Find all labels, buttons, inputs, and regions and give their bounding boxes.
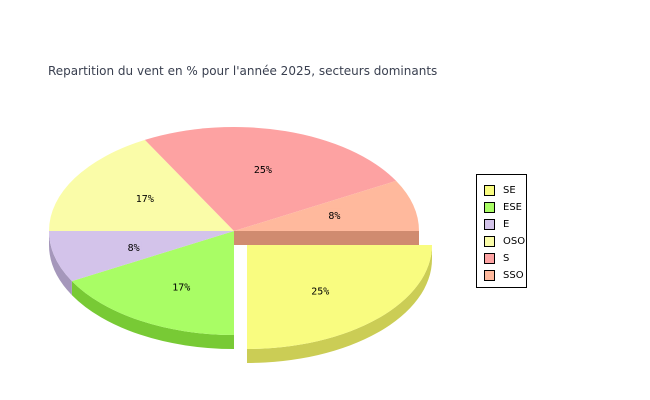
data-label-S: 25% — [252, 163, 274, 176]
slice-OSO — [49, 139, 234, 231]
pie-labels: 17% 8% 17% 25% 8% 25% — [126, 163, 342, 298]
slice-side-SE — [247, 245, 432, 363]
slice-side-E — [49, 231, 72, 296]
data-label-text: 8% — [128, 243, 140, 254]
data-label-text: 25% — [311, 287, 329, 298]
slice-E — [49, 231, 234, 282]
data-label-bg — [326, 208, 342, 221]
legend-swatch — [484, 219, 495, 230]
slice-cut-SSO — [234, 231, 419, 245]
chart-title: Repartition du vent en % pour l'année 20… — [48, 64, 438, 78]
data-label-bg — [126, 241, 142, 254]
legend-label: E — [503, 219, 510, 230]
slice-SE — [247, 245, 432, 349]
legend-label: OSO — [503, 236, 526, 247]
data-label-SSO: 8% — [326, 208, 342, 222]
legend-swatch — [484, 236, 495, 247]
legend-item-E: E — [477, 216, 526, 233]
data-label-text: 25% — [254, 165, 272, 176]
legend-swatch — [484, 270, 495, 281]
data-label-bg — [252, 163, 274, 176]
data-label-bg — [134, 192, 156, 205]
legend-swatch — [484, 202, 495, 213]
legend-swatch — [484, 253, 495, 264]
data-label-E: 8% — [126, 241, 142, 254]
legend-label: ESE — [503, 202, 522, 213]
data-label-ESE: 17% — [170, 280, 193, 294]
data-label-SE: 25% — [309, 284, 332, 298]
legend: SE ESE E OSO S SSO — [476, 174, 527, 288]
legend-item-ESE: ESE — [477, 199, 526, 216]
legend-label: SE — [503, 185, 516, 196]
slice-S — [144, 127, 397, 231]
slice-side-ESE — [71, 281, 234, 349]
pie-tops — [49, 127, 432, 349]
slice-ESE — [71, 231, 234, 335]
legend-label: SSO — [503, 270, 524, 281]
legend-item-SSO: SSO — [477, 267, 526, 284]
pie-sides — [49, 231, 432, 363]
data-label-text: 17% — [136, 194, 154, 205]
legend-item-S: S — [477, 250, 526, 267]
data-label-bg — [309, 284, 332, 297]
legend-item-OSO: OSO — [477, 233, 526, 250]
data-label-text: 8% — [328, 211, 340, 222]
data-label-bg — [170, 280, 193, 293]
legend-swatch — [484, 185, 495, 196]
data-label-OSO: 17% — [134, 192, 156, 205]
slice-SSO — [234, 180, 419, 231]
data-label-text: 17% — [172, 283, 190, 294]
legend-item-SE: SE — [477, 182, 526, 199]
legend-label: S — [503, 253, 510, 264]
